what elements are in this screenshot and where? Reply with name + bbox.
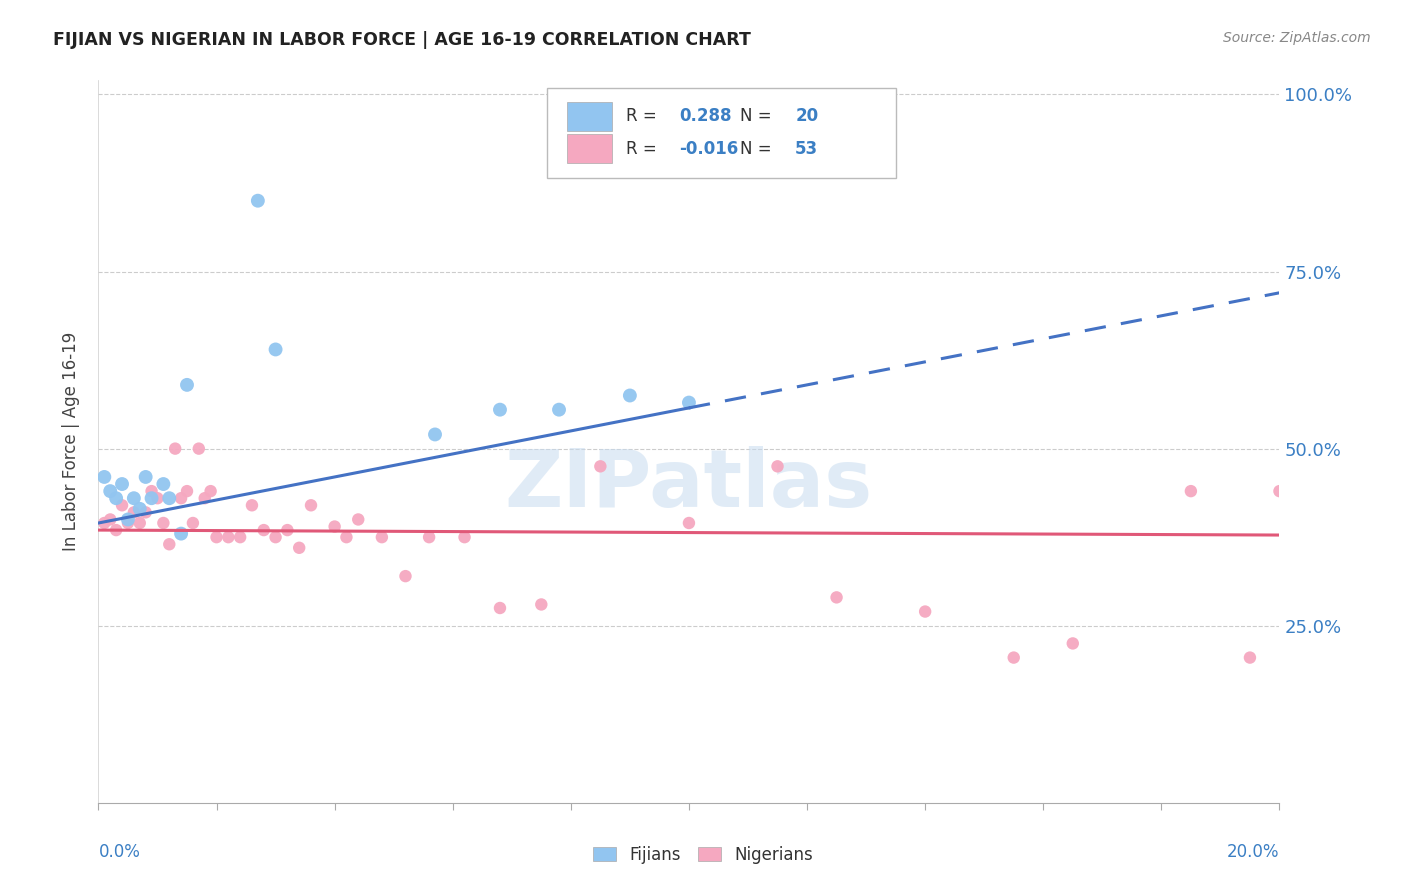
Point (264, 530, 287, 544)
Point (489, 402, 512, 417)
Point (766, 459, 789, 474)
Point (117, 516, 139, 530)
Point (253, 523, 276, 537)
Point (240, 498, 263, 512)
Point (170, 491, 193, 506)
Text: N =: N = (740, 140, 776, 158)
Point (105, 523, 128, 537)
Text: 53: 53 (796, 140, 818, 158)
Point (914, 605, 936, 619)
Point (347, 512, 370, 526)
Point (1062, 636, 1084, 650)
Point (548, 402, 571, 417)
Point (93, 516, 115, 530)
Point (205, 530, 228, 544)
Point (135, 470, 157, 484)
Text: Source: ZipAtlas.com: Source: ZipAtlas.com (1223, 31, 1371, 45)
Point (299, 498, 322, 512)
Point (530, 598, 553, 612)
Legend: Fijians, Nigerians: Fijians, Nigerians (586, 839, 820, 871)
Point (217, 530, 239, 544)
Point (1180, 484, 1202, 499)
Point (229, 530, 252, 544)
Point (98, 512, 121, 526)
Point (157, 537, 180, 551)
Point (276, 523, 298, 537)
Text: 20.0%: 20.0% (1227, 843, 1279, 861)
Point (176, 484, 198, 499)
Point (170, 526, 193, 541)
Text: 0.288: 0.288 (679, 107, 733, 126)
Point (128, 516, 150, 530)
Point (98, 484, 121, 499)
Point (825, 591, 848, 605)
Point (1002, 650, 1025, 665)
Point (135, 505, 157, 519)
Point (105, 491, 128, 506)
Text: ZIPatlas: ZIPatlas (505, 446, 873, 524)
Point (200, 484, 222, 499)
Point (117, 512, 139, 526)
Point (288, 541, 311, 555)
Point (1239, 650, 1261, 665)
Point (489, 601, 512, 615)
Point (152, 516, 174, 530)
Point (246, 194, 269, 208)
Y-axis label: In Labor Force | Age 16-19: In Labor Force | Age 16-19 (62, 332, 80, 551)
Point (122, 491, 145, 506)
Text: -0.016: -0.016 (679, 140, 738, 158)
Point (176, 377, 198, 392)
Point (187, 442, 209, 456)
Point (323, 519, 346, 533)
Point (194, 491, 217, 506)
Point (678, 395, 700, 409)
Point (418, 530, 440, 544)
Point (141, 491, 163, 506)
Point (589, 459, 612, 474)
Point (181, 516, 204, 530)
Point (111, 477, 134, 491)
Bar (567, 135, 612, 163)
Point (146, 491, 169, 506)
FancyBboxPatch shape (547, 87, 896, 178)
Point (678, 516, 700, 530)
Point (264, 343, 287, 357)
Point (371, 530, 394, 544)
Point (157, 491, 180, 506)
Point (423, 427, 446, 442)
Point (141, 484, 163, 499)
Point (619, 388, 641, 402)
Point (1268, 484, 1291, 499)
Point (122, 505, 145, 519)
Point (453, 530, 475, 544)
Bar (567, 102, 612, 131)
Point (128, 501, 150, 516)
Point (394, 569, 416, 583)
Text: 20: 20 (796, 107, 818, 126)
Point (152, 477, 174, 491)
Point (165, 442, 187, 456)
Point (111, 498, 134, 512)
Text: 0.0%: 0.0% (98, 843, 141, 861)
Point (335, 530, 357, 544)
Text: R =: R = (626, 107, 662, 126)
Point (93, 470, 115, 484)
Text: R =: R = (626, 140, 662, 158)
Text: FIJIAN VS NIGERIAN IN LABOR FORCE | AGE 16-19 CORRELATION CHART: FIJIAN VS NIGERIAN IN LABOR FORCE | AGE … (53, 31, 751, 49)
Text: N =: N = (740, 107, 776, 126)
